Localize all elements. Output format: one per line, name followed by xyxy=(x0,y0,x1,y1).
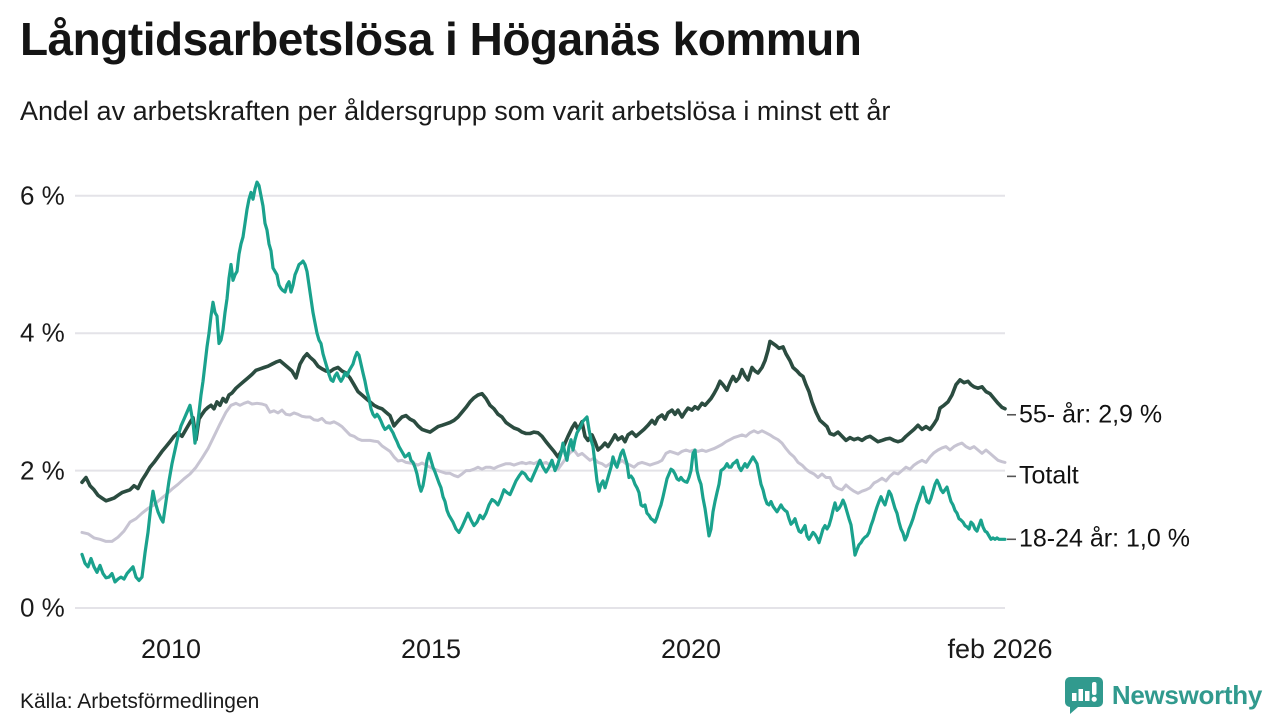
newsworthy-logo-text: Newsworthy xyxy=(1111,679,1262,710)
x-tick-label: 2010 xyxy=(140,634,202,664)
series-end-label: 18-24 år: 1,0 % xyxy=(1019,524,1190,553)
source-note: Källa: Arbetsförmedlingen xyxy=(20,690,260,713)
end-label-ticks xyxy=(1007,413,1016,541)
series-end-label: 55- år: 2,9 % xyxy=(1019,400,1163,429)
x-tick-label: feb 2026 xyxy=(947,634,1053,664)
x-tick-label: 2015 xyxy=(400,634,462,664)
series-line-55--år xyxy=(80,339,1007,503)
page-subtitle: Andel av arbetskraften per åldersgrupp s… xyxy=(20,96,891,126)
series-end-label: Totalt xyxy=(1019,461,1079,490)
y-tick-label: 6 % xyxy=(20,180,65,211)
y-tick-label: 4 % xyxy=(20,317,65,348)
newsworthy-logo-icon xyxy=(1064,677,1103,714)
y-tick-label: 0 % xyxy=(20,592,65,623)
series-lines xyxy=(80,180,1007,584)
series-line-18-24-år xyxy=(80,180,1007,584)
page-title: Långtidsarbetslösa i Höganäs kommun xyxy=(20,13,862,65)
newsworthy-brand: Newsworthy xyxy=(1064,676,1262,714)
series-line-Totalt xyxy=(80,400,1007,543)
gridlines xyxy=(75,194,1005,609)
y-tick-label: 2 % xyxy=(20,455,65,486)
x-tick-label: 2020 xyxy=(660,634,722,664)
